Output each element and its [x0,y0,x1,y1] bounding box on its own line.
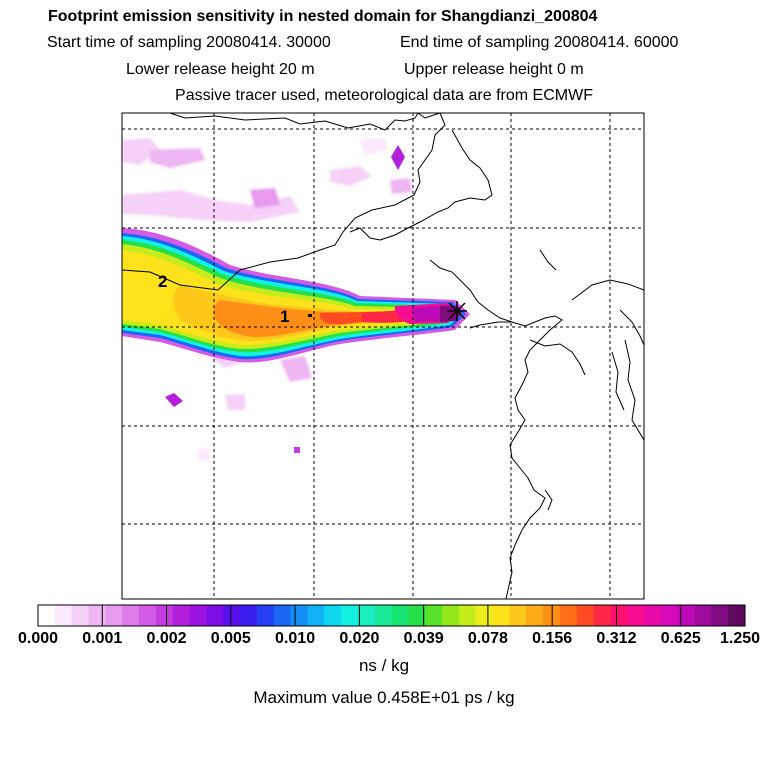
colorbar-swatch [105,605,123,626]
colorbar-swatch [526,605,544,626]
colorbar-swatch [357,605,376,626]
grid-lines [122,113,644,599]
colorbar-swatch [155,605,174,626]
colorbar-swatch [172,605,190,626]
colorbar-tick-label: 0.001 [82,630,123,647]
colorbar-swatch [458,605,477,626]
coastlines [121,112,645,600]
upper-release-label: Upper release height 0 m [404,61,584,78]
marker-2-label: 2 [158,272,167,291]
marker-1-dot [308,314,312,317]
colorbar-swatch [425,605,443,626]
colorbar-swatch [492,605,510,626]
colorbar-swatch [223,605,241,626]
colorbar-swatch [711,605,729,626]
colorbar-frame [37,604,746,627]
colorbar-swatch [593,605,611,626]
colorbar-swatch [677,605,695,626]
colorbar-swatch [442,605,460,626]
colorbar-swatch [38,605,56,626]
colorbar-swatch [341,605,359,626]
colorbar-swatch [290,605,308,626]
colorbar-tick-label: 0.010 [275,630,316,647]
colorbar-swatch [122,605,140,626]
colorbar-tick-label: 0.156 [532,630,573,647]
colorbar-swatch [694,605,712,626]
sparse-sensitivity-patches [122,138,412,460]
colorbar-tick-label: 0.002 [146,630,187,647]
plume-contours [122,228,470,363]
colorbar-tick-label: 0.312 [596,630,637,647]
colorbar-tick-label: 0.020 [339,630,380,647]
colorbar-swatch [206,605,224,626]
colorbar-tick-label: 0.000 [17,630,59,647]
colorbar-swatch [627,605,645,626]
colorbar-swatch [189,605,207,626]
colorbar-swatch [240,605,258,626]
colorbar-unit: ns / kg [358,656,410,675]
start-time-label: Start time of sampling 20080414. 30000 [47,34,331,51]
maximum-value-label: Maximum value 0.458E+01 ps / kg [253,688,515,707]
colorbar-swatch [374,605,392,626]
colorbar-swatch [324,605,342,626]
colorbar-swatch [139,605,157,626]
map-frame [121,112,645,600]
colorbar-tick-label: 0.039 [403,630,444,647]
release-site-marker [447,301,467,321]
colorbar-swatch [71,605,89,626]
colorbar-swatch [610,605,628,626]
colorbar-swatch [475,605,493,626]
colorbar-swatch [543,605,561,626]
colorbar-tick-label: 0.078 [467,630,508,647]
colorbar-swatch [273,605,291,626]
colorbar-tick-label: 0.005 [210,630,251,647]
lower-release-label: Lower release height 20 m [126,61,315,78]
purple-patch-south [165,393,183,407]
marker-1-label: 1 [280,307,289,326]
plot-title: Footprint emission sensitivity in nested… [48,8,598,25]
colorbar-tick-label: 1.250 [719,630,761,647]
purple-dot [294,447,300,453]
footprint-field [122,138,470,460]
colorbar-swatch [559,605,578,626]
colorbar-swatch [256,605,275,626]
colorbar-swatch [88,605,106,626]
purple-patch-north [391,145,405,170]
colorbar-swatch [307,605,325,626]
colorbar-swatch [54,605,73,626]
map-background [122,113,644,599]
colorbar-swatch [408,605,426,626]
colorbar-swatch [576,605,594,626]
colorbar-swatch [660,605,679,626]
end-time-label: End time of sampling 20080414. 60000 [400,34,679,51]
colorbar-tick-label: 0.625 [660,630,701,647]
colorbar-swatch [728,605,746,626]
colorbar-swatch [391,605,409,626]
colorbar-swatch [644,605,662,626]
tracer-info-label: Passive tracer used, meteorological data… [175,87,593,104]
colorbar-swatch [509,605,527,626]
colorbar [37,604,746,627]
